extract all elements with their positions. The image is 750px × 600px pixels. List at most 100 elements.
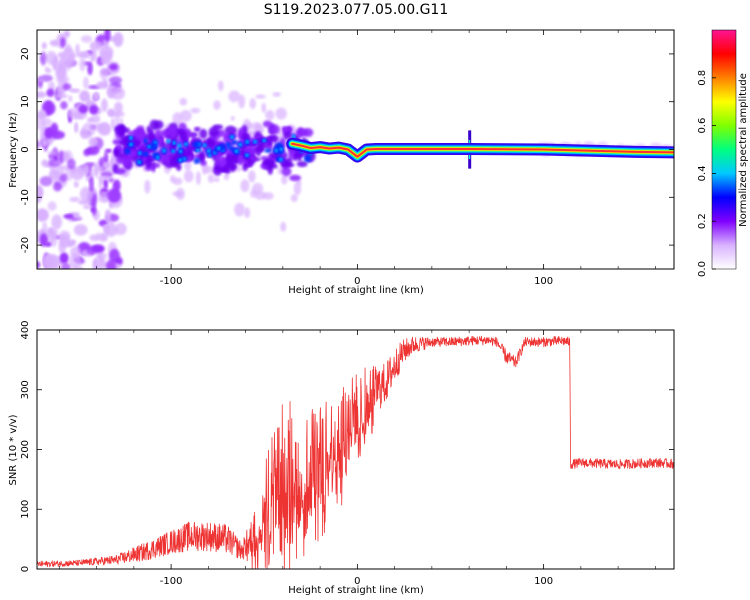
spectrogram-blob (195, 171, 201, 186)
spectrogram-blob (160, 141, 167, 149)
spectrogram-blob (242, 163, 248, 172)
spectrogram-blob (70, 239, 77, 246)
spectrogram-blob (143, 137, 148, 144)
spectrogram-blob (98, 176, 104, 190)
spectrogram-blob (105, 259, 117, 269)
spectrogram-blob (114, 222, 127, 236)
colorbar-ticks: 0.0 0.2 0.4 0.6 0.8 (697, 70, 716, 277)
spectrogram-blob (114, 152, 123, 159)
spectrogram-blob (270, 152, 276, 160)
spectrogram-blob (203, 166, 215, 174)
spectrogram-blob (146, 125, 153, 134)
spectrogram-blob (39, 176, 53, 187)
spectrogram-blob (69, 88, 81, 93)
spectrogram-blob (88, 137, 98, 147)
spectrogram-blob (109, 248, 120, 263)
spectrogram-blob (90, 40, 104, 49)
spectrogram-blob (252, 182, 264, 194)
spectrogram-blob (264, 148, 272, 153)
spectrogram-blob (101, 98, 108, 112)
spectrogram-blob (51, 214, 63, 230)
spectrogram-blob (87, 117, 95, 123)
spectrogram-blob (47, 150, 59, 157)
spectrogram-blob (145, 132, 156, 142)
spectrogram-blob (83, 149, 91, 157)
snr-y-tick-label: 400 (20, 320, 31, 339)
colorbar-tick-label: 0.8 (697, 70, 708, 86)
spectrogram-blob (217, 146, 221, 150)
spectrogram-blob (60, 101, 68, 110)
spectrogram-blob (177, 144, 181, 148)
snr-series-line (37, 335, 674, 569)
spectrogram-blob (63, 213, 75, 219)
spectrogram-blob (108, 76, 122, 85)
spectrogram-blob (162, 149, 166, 153)
spectrogram-blob (74, 122, 79, 134)
spectrogram-blob (190, 107, 201, 114)
spectrogram-blob (172, 141, 176, 145)
spectrogram-blob (243, 207, 251, 219)
spectrogram-blob (238, 143, 242, 147)
spectrogram-blob (96, 165, 104, 172)
spectrogram-blob (234, 149, 238, 153)
spectrogram-ridge (286, 130, 674, 169)
colorbar-gradient (711, 29, 737, 270)
snr-y-tick-label: 300 (20, 380, 31, 399)
spectrogram-blob (41, 139, 47, 147)
spectrogram-blob (87, 61, 93, 76)
spectrogram-blob (124, 148, 131, 155)
spectrogram-y-tick-label: 0 (20, 146, 31, 152)
spectrogram-blob (207, 149, 211, 153)
spectrogram-blob (58, 150, 65, 165)
colorbar-tick-label: 0.6 (697, 118, 708, 134)
spectrogram-blob (98, 252, 108, 260)
spectrogram-blob (270, 124, 280, 135)
spectrogram-blob (107, 188, 122, 203)
spectrogram-blob (175, 128, 185, 133)
spectrogram-blob (230, 115, 235, 121)
spectrogram-blob (59, 173, 68, 183)
spectrogram-blob (99, 67, 109, 81)
spectrogram-blob (64, 43, 72, 56)
spectrogram-blob (69, 196, 80, 203)
spectrogram-blob (248, 170, 256, 183)
spectrogram-blob (262, 120, 273, 128)
spectrogram-blob (240, 179, 250, 193)
spectrogram-blob (42, 221, 48, 230)
spectrogram-ridge-layer (291, 142, 674, 158)
spectrogram-blob (205, 137, 214, 147)
spectrogram-blob (55, 93, 69, 99)
spectrogram-blob (245, 140, 249, 144)
spectrogram-blob (62, 83, 72, 91)
spectrogram-blob (111, 86, 126, 100)
spectrogram-blob (77, 166, 87, 176)
spectrogram-blob (224, 125, 237, 136)
spectrogram-blob (265, 109, 275, 121)
spectrogram-blob (225, 141, 232, 148)
spectrogram-blob (80, 35, 93, 43)
spectrogram-blob (180, 147, 192, 157)
snr-x-tick-label: -100 (160, 576, 183, 587)
snr-y-tick-label: 0 (20, 566, 31, 572)
spectrogram-blob (223, 135, 231, 144)
spectrogram-blob (83, 76, 89, 90)
spectrogram-blob (37, 261, 41, 269)
spectrogram-blob (104, 30, 111, 42)
spectrogram-y-tick-label: 20 (20, 48, 31, 61)
spectrogram-blob (60, 262, 71, 269)
snr-axes: -100 0 100 0 100 200 300 400 (20, 320, 674, 587)
spectrogram-blob (169, 175, 176, 183)
spectrogram-blob (46, 88, 55, 98)
spectrogram-blob (70, 246, 81, 259)
spectrogram-blob (172, 191, 184, 197)
spectrogram-blob (90, 207, 96, 213)
spectrogram-blob (171, 149, 175, 153)
spectrogram-blob (58, 230, 71, 242)
snr-x-tick-label: 0 (354, 576, 360, 587)
spectrogram-blob (86, 246, 97, 255)
spectrogram-blob (79, 128, 88, 139)
spectrogram-blob (151, 164, 156, 173)
spectrogram-blob (118, 124, 126, 131)
